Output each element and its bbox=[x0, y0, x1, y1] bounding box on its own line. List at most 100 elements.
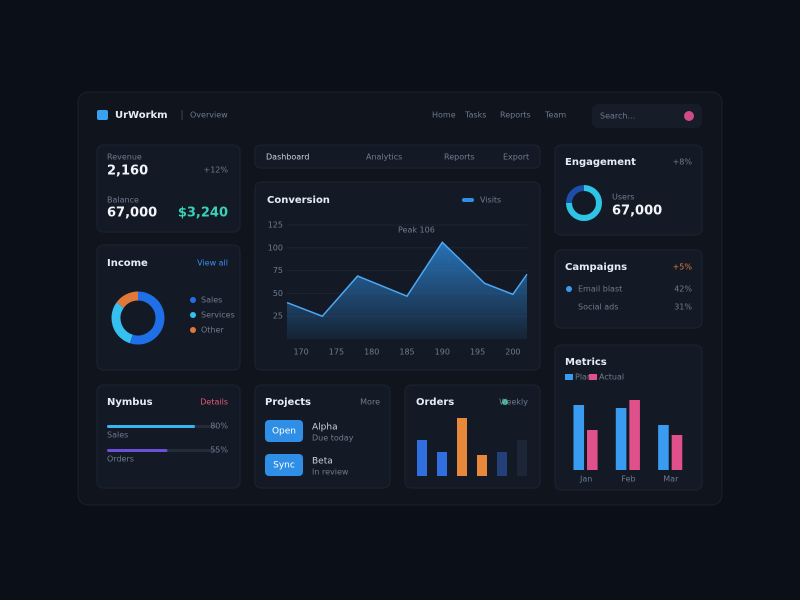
bar bbox=[587, 430, 598, 470]
legend-label: Services bbox=[201, 311, 235, 320]
bar bbox=[671, 435, 683, 470]
project-note: Due today bbox=[312, 434, 354, 443]
legend-swatch bbox=[190, 297, 196, 303]
bar bbox=[658, 425, 669, 470]
legend-label: Actual bbox=[599, 373, 624, 382]
button-label[interactable]: Sync bbox=[273, 461, 295, 471]
legend-label: Plan bbox=[575, 373, 592, 382]
card bbox=[96, 144, 241, 233]
x-tick-label: Mar bbox=[663, 475, 679, 484]
progress-label: Orders bbox=[107, 455, 134, 464]
search-box[interactable] bbox=[592, 104, 702, 128]
section: Overview bbox=[190, 111, 228, 120]
nav-item[interactable]: Tasks bbox=[464, 111, 486, 120]
stat-change: $3,240 bbox=[178, 206, 228, 221]
legend-swatch bbox=[565, 374, 573, 380]
card bbox=[96, 384, 241, 489]
donut-segment bbox=[116, 291, 139, 308]
bar bbox=[615, 408, 627, 470]
y-tick-label: 125 bbox=[268, 221, 283, 230]
nav-item[interactable]: Team bbox=[544, 111, 566, 120]
project-note: In review bbox=[312, 468, 349, 477]
progress-label: Sales bbox=[107, 431, 128, 440]
legend-swatch bbox=[589, 374, 597, 380]
legend-label: Visits bbox=[480, 196, 501, 205]
donut-segment bbox=[566, 185, 585, 204]
card-title: Nymbus bbox=[107, 397, 153, 408]
chart-title: Conversion bbox=[267, 195, 330, 206]
x-tick-label: 190 bbox=[435, 348, 450, 357]
button[interactable] bbox=[265, 454, 303, 476]
tab[interactable]: Analytics bbox=[366, 153, 402, 162]
campaign-value: 31% bbox=[674, 303, 692, 312]
card-title: Campaigns bbox=[565, 262, 627, 273]
legend-label: Other bbox=[201, 326, 224, 335]
stat-label: Revenue bbox=[107, 153, 142, 162]
project-name: Beta bbox=[312, 457, 333, 467]
search-placeholder[interactable]: Search... bbox=[600, 112, 635, 121]
bar bbox=[437, 452, 447, 476]
change: +8% bbox=[673, 158, 693, 167]
progress-fill bbox=[107, 449, 168, 452]
tab[interactable]: Dashboard bbox=[266, 153, 309, 162]
legend-label: Weekly bbox=[499, 398, 528, 407]
x-tick-label: 195 bbox=[470, 348, 485, 357]
annotation: Peak 106 bbox=[398, 226, 435, 235]
stat-value: 2,160 bbox=[107, 164, 148, 179]
project-name: Alpha bbox=[312, 423, 338, 433]
card bbox=[554, 249, 703, 329]
progress-value: 55% bbox=[210, 446, 228, 455]
campaign-name: Social ads bbox=[578, 303, 618, 312]
bar bbox=[517, 440, 527, 476]
y-tick-label: 50 bbox=[273, 289, 283, 298]
x-tick-label: 180 bbox=[364, 348, 379, 357]
x-tick-label: 170 bbox=[293, 348, 308, 357]
card-title: Projects bbox=[265, 397, 311, 408]
link[interactable]: View all bbox=[197, 259, 228, 268]
donut-segment bbox=[111, 302, 133, 344]
card-title: Income bbox=[107, 258, 148, 269]
button[interactable] bbox=[265, 420, 303, 442]
progress-value: 80% bbox=[210, 422, 228, 431]
legend-swatch bbox=[462, 198, 474, 202]
brand: UrWorkm bbox=[115, 110, 168, 121]
link[interactable]: Details bbox=[200, 398, 228, 407]
y-tick-label: 75 bbox=[273, 266, 283, 275]
bar bbox=[629, 400, 640, 470]
stat-label: Balance bbox=[107, 196, 139, 205]
y-tick-label: 25 bbox=[273, 312, 283, 321]
chart-title: Orders bbox=[416, 397, 454, 408]
donut-segment bbox=[129, 291, 165, 345]
legend-label: Sales bbox=[201, 296, 222, 305]
bar bbox=[417, 440, 427, 476]
avatar[interactable] bbox=[684, 111, 694, 121]
x-tick-label: 200 bbox=[505, 348, 520, 357]
x-tick-label: 185 bbox=[399, 348, 414, 357]
tab-strip bbox=[254, 144, 541, 169]
campaign-name: Email blast bbox=[578, 285, 622, 294]
x-tick-label: Jan bbox=[579, 475, 592, 484]
bar bbox=[573, 405, 585, 470]
bullet bbox=[566, 286, 572, 292]
nav-item[interactable]: Home bbox=[432, 111, 456, 120]
donut-segment bbox=[566, 185, 602, 221]
logo bbox=[97, 110, 108, 120]
stat-value: 67,000 bbox=[107, 206, 157, 221]
bar bbox=[457, 418, 467, 476]
change: +5% bbox=[673, 263, 693, 272]
card-title: Engagement bbox=[565, 157, 636, 168]
value: 67,000 bbox=[612, 204, 662, 219]
progress-fill bbox=[107, 425, 195, 428]
link[interactable]: More bbox=[360, 398, 380, 407]
chart-title: Metrics bbox=[565, 357, 607, 368]
legend-swatch bbox=[502, 399, 508, 405]
nav-item[interactable]: Reports bbox=[500, 111, 531, 120]
tab[interactable]: Export bbox=[503, 153, 529, 162]
x-tick-label: Feb bbox=[621, 475, 635, 484]
tab[interactable]: Reports bbox=[444, 153, 475, 162]
label: Users bbox=[612, 193, 634, 202]
y-tick-label: 100 bbox=[268, 243, 283, 252]
bar bbox=[477, 455, 487, 476]
button-label[interactable]: Open bbox=[272, 427, 296, 437]
